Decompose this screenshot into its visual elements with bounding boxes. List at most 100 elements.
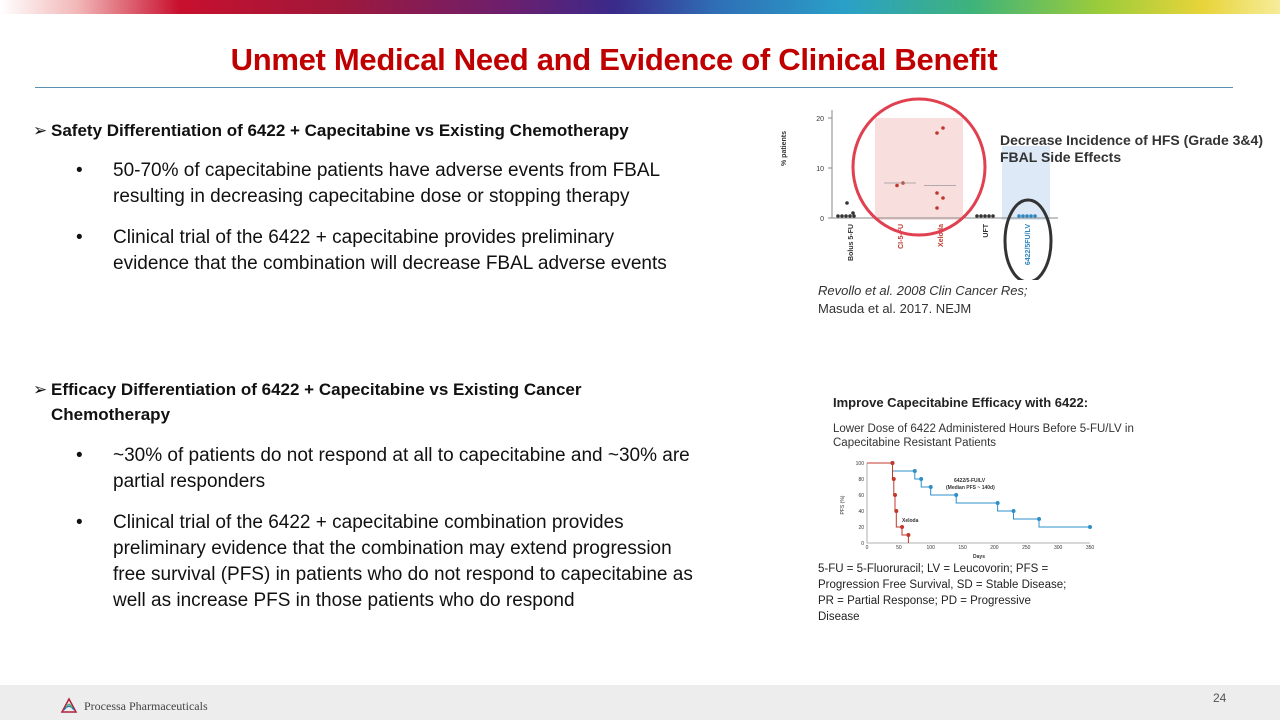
series-marker bbox=[1088, 525, 1092, 529]
series-marker bbox=[995, 501, 1000, 505]
series-label-xeloda: Xeloda bbox=[902, 518, 919, 524]
category-label: CI-5-FU bbox=[898, 224, 905, 249]
data-point bbox=[983, 214, 987, 218]
series-label-6422: 6422/5-FU/LV bbox=[954, 478, 986, 484]
x-tick-label: 200 bbox=[990, 545, 999, 551]
data-point bbox=[975, 214, 979, 218]
data-point bbox=[844, 214, 848, 218]
y-tick-label: 10 bbox=[816, 166, 824, 173]
data-point bbox=[935, 206, 939, 210]
page-number: 24 bbox=[1213, 691, 1227, 705]
efficacy-bullet-2: • Clinical trial of the 6422 + capecitab… bbox=[76, 510, 693, 614]
footer-bar bbox=[0, 685, 1280, 720]
title-divider bbox=[35, 87, 1233, 88]
safety-bullet-1: • 50-70% of capecitabine patients have a… bbox=[76, 158, 660, 210]
bullet-line: partial responders bbox=[113, 471, 266, 492]
category-label: UFT bbox=[983, 223, 990, 237]
data-point bbox=[1025, 214, 1029, 218]
bullet-dot-icon: • bbox=[76, 445, 83, 466]
axis-ticks: 0 50 100 150 200 250 300 350 0 20 40 60 80 100 bbox=[856, 461, 1095, 551]
bullet-dot-icon: • bbox=[76, 512, 83, 533]
series-marker bbox=[890, 461, 895, 465]
processa-logo-icon bbox=[60, 697, 78, 713]
safety-bullet-2: • Clinical trial of the 6422 + capecitab… bbox=[76, 225, 667, 277]
data-point bbox=[851, 211, 855, 215]
y-tick-label: 40 bbox=[858, 509, 864, 515]
data-point bbox=[1017, 214, 1021, 218]
company-logo: Processa Pharmaceuticals bbox=[60, 697, 208, 715]
series-marker bbox=[893, 493, 898, 497]
data-point bbox=[987, 214, 991, 218]
data-point bbox=[941, 196, 945, 200]
bullet-line: preliminary evidence that the combinatio… bbox=[113, 538, 672, 559]
x-tick-label: 0 bbox=[866, 545, 869, 551]
y-tick-label: 100 bbox=[856, 461, 865, 467]
series-marker bbox=[919, 477, 924, 481]
data-point bbox=[935, 131, 939, 135]
x-axis-label: Days bbox=[973, 554, 985, 560]
hfs-incidence-chart: 0 10 20 % patients Bolus 5-FU CI-5-FU Xeloda… bbox=[781, 97, 1058, 280]
efficacy-heading-text-2: Chemotherapy bbox=[51, 405, 171, 424]
bullet-line: Clinical trial of the 6422 + capecitabin… bbox=[113, 512, 624, 533]
data-point bbox=[1021, 214, 1025, 218]
y-axis-label: % patients bbox=[781, 131, 788, 166]
x-tick-label: 100 bbox=[927, 545, 936, 551]
x-tick-label: 300 bbox=[1054, 545, 1063, 551]
efficacy-figure-title: Improve Capecitabine Efficacy with 6422: bbox=[833, 395, 1089, 410]
bullet-line: resulting in decreasing capecitabine dos… bbox=[113, 186, 630, 207]
bullet-dot-icon: • bbox=[76, 227, 83, 248]
series-note-6422: (Median PFS ~ 140d) bbox=[946, 485, 995, 491]
y-ticks: 0 10 20 bbox=[816, 116, 832, 223]
x-tick-label: 50 bbox=[896, 545, 902, 551]
data-point bbox=[840, 214, 844, 218]
series-marker bbox=[906, 533, 911, 537]
data-point bbox=[848, 214, 852, 218]
bullet-line: ~30% of patients do not respond at all t… bbox=[113, 445, 690, 466]
x-tick-label: 350 bbox=[1086, 545, 1095, 551]
series-marker bbox=[894, 509, 899, 513]
bullet-line: evidence that the combination will decre… bbox=[113, 253, 667, 274]
series-marker bbox=[912, 469, 917, 473]
series-lines bbox=[867, 461, 1092, 543]
bullet-dot-icon: • bbox=[76, 160, 83, 181]
efficacy-figure-subtitle: Lower Dose of 6422 Administered Hours Be… bbox=[833, 423, 1134, 449]
bullet-line: free survival (PFS) in patients who do n… bbox=[113, 564, 693, 585]
data-point bbox=[845, 201, 849, 205]
header-color-bar bbox=[0, 0, 1280, 14]
series-marker bbox=[900, 525, 905, 529]
x-tick-label: 150 bbox=[958, 545, 967, 551]
highlight-band-red bbox=[875, 118, 963, 220]
efficacy-heading: ➢ Efficacy Differentiation of 6422 + Cape… bbox=[33, 377, 582, 427]
category-label: 6422/5FU/LV bbox=[1025, 224, 1032, 265]
citation-italic: Revollo et al. 2008 Clin Cancer Res; bbox=[818, 283, 1028, 298]
series-line bbox=[867, 462, 909, 543]
data-point bbox=[1029, 214, 1033, 218]
y-tick-label: 20 bbox=[816, 116, 824, 123]
page-title: Unmet Medical Need and Evidence of Clini… bbox=[230, 42, 998, 77]
y-tick-label: 80 bbox=[858, 477, 864, 483]
data-point bbox=[941, 126, 945, 130]
bullet-line: well as increase PFS in those patients w… bbox=[113, 590, 575, 611]
arrow-bullet-icon: ➢ bbox=[33, 380, 48, 399]
pfs-chart: 0 50 100 150 200 250 300 350 0 20 40 60 80 100 PFS (%… bbox=[840, 461, 1095, 560]
category-labels: Bolus 5-FU CI-5-FU Xeloda UFT 6422/5FU/LV bbox=[848, 223, 1032, 265]
series-marker bbox=[891, 477, 896, 481]
hfs-figure-label: Decrease Incidence of HFS (Grade 3&4) FB… bbox=[1000, 132, 1263, 165]
highlight-circle-black bbox=[1003, 198, 1053, 280]
series-marker bbox=[1037, 517, 1042, 521]
data-point bbox=[1033, 214, 1037, 218]
highlight-circle-red bbox=[851, 97, 987, 237]
arrow-bullet-icon: ➢ bbox=[33, 121, 48, 140]
y-tick-label: 20 bbox=[858, 525, 864, 531]
data-point bbox=[836, 214, 840, 218]
series-marker bbox=[1011, 509, 1016, 513]
data-point bbox=[991, 214, 995, 218]
series-line bbox=[867, 462, 1090, 528]
category-label: Bolus 5-FU bbox=[848, 224, 855, 261]
series-marker bbox=[954, 493, 959, 497]
citation: Revollo et al. 2008 Clin Cancer Res; Mas… bbox=[818, 282, 1048, 318]
y-tick-label: 60 bbox=[858, 493, 864, 499]
category-label: Xeloda bbox=[938, 224, 945, 247]
y-tick-label: 0 bbox=[861, 541, 864, 547]
company-name: Processa Pharmaceuticals bbox=[84, 698, 208, 713]
